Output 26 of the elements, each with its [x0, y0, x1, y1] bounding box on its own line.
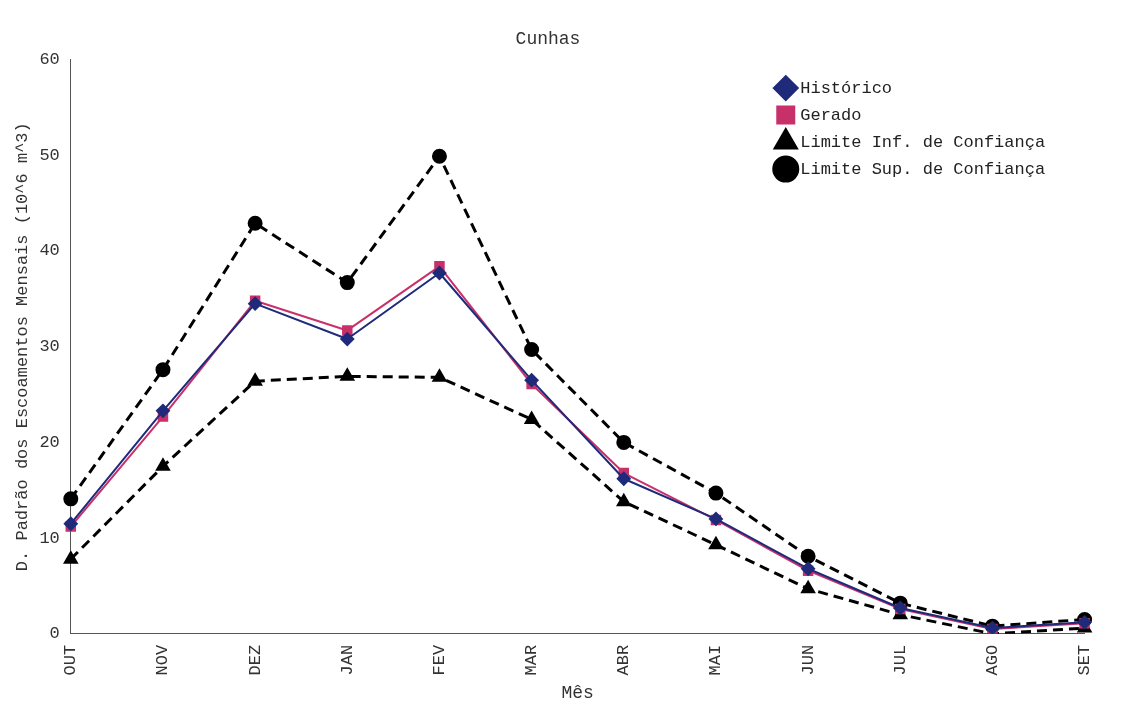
legend-label: Limite Sup. de Confiança	[800, 159, 1046, 179]
x-axis-title: Mês	[561, 682, 594, 703]
x-tick-label: NOV	[153, 644, 173, 676]
legend-label: Gerado	[800, 105, 862, 125]
x-tick-label: JUN	[798, 644, 818, 676]
x-tick-label: JUL	[890, 644, 910, 676]
y-tick-label: 40	[39, 241, 60, 261]
x-tick-label: MAI	[706, 644, 726, 676]
x-tick-label: SET	[1075, 644, 1095, 676]
x-tick-label: OUT	[61, 644, 81, 676]
chart-title: Cunhas	[515, 28, 581, 49]
x-tick-label: MAR	[522, 644, 542, 676]
y-tick-label: 50	[39, 145, 60, 165]
y-axis-title: D. Padrão dos Escoamentos Mensais (10^6 m^3)	[12, 122, 32, 572]
y-tick-label: 0	[49, 624, 60, 644]
legend-label: Histórico	[800, 78, 893, 98]
x-tick-label: ABR	[614, 644, 634, 676]
y-tick-label: 10	[39, 528, 60, 548]
x-tick-label: AGO	[982, 644, 1002, 676]
x-tick-label: JAN	[337, 644, 357, 676]
legend-label: Limite Inf. de Confiança	[800, 132, 1046, 152]
x-tick-label: DEZ	[245, 644, 265, 676]
y-tick-label: 20	[39, 432, 60, 452]
y-tick-label: 30	[39, 337, 60, 357]
y-tick-label: 60	[39, 50, 60, 70]
x-tick-label: FEV	[429, 644, 449, 676]
